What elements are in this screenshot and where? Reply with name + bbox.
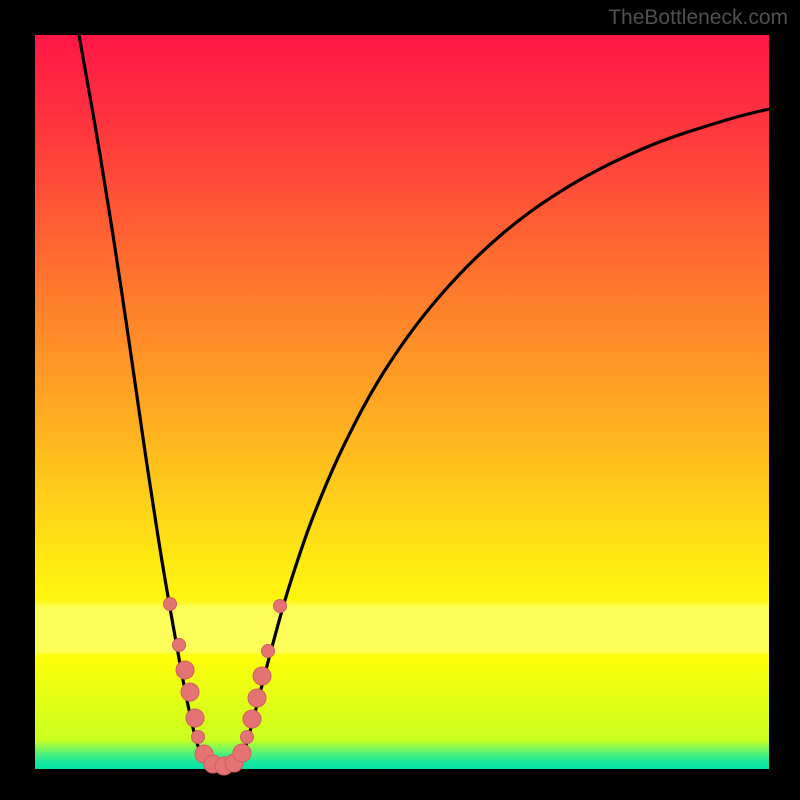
data-marker — [164, 598, 177, 611]
curve-layer — [35, 35, 769, 769]
data-marker — [233, 744, 251, 762]
data-marker — [186, 709, 204, 727]
data-marker — [253, 667, 271, 685]
data-marker — [173, 639, 186, 652]
data-marker — [192, 731, 205, 744]
watermark-text: TheBottleneck.com — [608, 6, 788, 30]
chart-container: TheBottleneck.com — [0, 0, 800, 800]
data-marker — [181, 683, 199, 701]
data-marker — [176, 661, 194, 679]
plot-area — [35, 35, 769, 769]
data-marker — [262, 645, 275, 658]
left-curve — [79, 35, 203, 758]
markers-group — [164, 598, 287, 776]
data-marker — [241, 731, 254, 744]
data-marker — [274, 600, 287, 613]
right-curve — [242, 109, 769, 758]
data-marker — [243, 710, 261, 728]
data-marker — [248, 689, 266, 707]
